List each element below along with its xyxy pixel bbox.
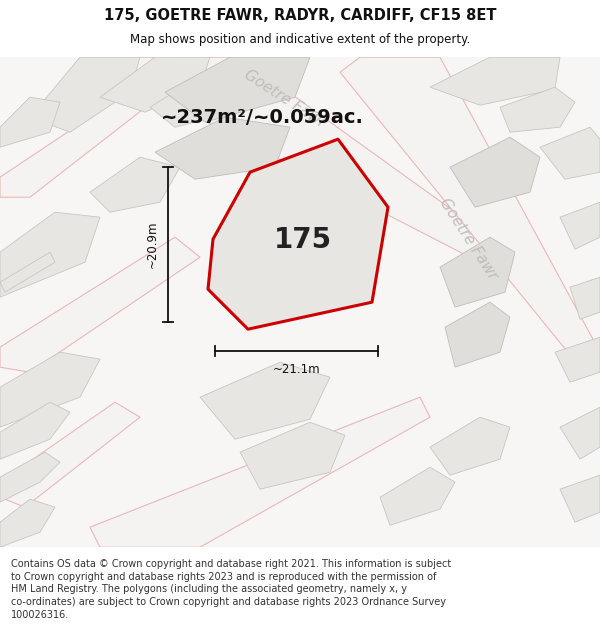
Polygon shape [0,452,60,502]
Polygon shape [0,499,55,548]
Polygon shape [90,157,180,212]
Polygon shape [0,97,60,147]
Polygon shape [0,402,140,507]
Text: 175, GOETRE FAWR, RADYR, CARDIFF, CF15 8ET: 175, GOETRE FAWR, RADYR, CARDIFF, CF15 8… [104,8,496,23]
Text: Contains OS data © Crown copyright and database right 2021. This information is : Contains OS data © Crown copyright and d… [11,559,451,569]
Text: Map shows position and indicative extent of the property.: Map shows position and indicative extent… [130,33,470,46]
Polygon shape [150,82,230,127]
Polygon shape [380,467,455,525]
Polygon shape [155,118,290,179]
Polygon shape [208,139,388,329]
Polygon shape [445,302,510,367]
Polygon shape [240,422,345,489]
Text: ~237m²/~0.059ac.: ~237m²/~0.059ac. [161,107,364,127]
Text: to Crown copyright and database rights 2023 and is reproduced with the permissio: to Crown copyright and database rights 2… [11,571,436,581]
Polygon shape [540,127,600,179]
Polygon shape [0,252,55,292]
Polygon shape [0,57,210,198]
Polygon shape [0,212,100,297]
Polygon shape [0,237,200,372]
Polygon shape [0,402,70,459]
Polygon shape [30,57,140,132]
Polygon shape [440,237,515,307]
Text: 100026316.: 100026316. [11,610,69,620]
Polygon shape [430,57,560,105]
Polygon shape [430,418,510,475]
Polygon shape [0,352,100,428]
Polygon shape [560,475,600,522]
Text: 175: 175 [274,226,332,254]
Polygon shape [100,57,210,112]
Polygon shape [570,278,600,319]
Polygon shape [560,408,600,459]
Text: co-ordinates) are subject to Crown copyright and database rights 2023 Ordnance S: co-ordinates) are subject to Crown copyr… [11,598,446,608]
Polygon shape [165,57,310,122]
Polygon shape [555,338,600,382]
Polygon shape [100,57,490,258]
Text: ~20.9m: ~20.9m [146,221,158,269]
Polygon shape [340,57,600,367]
Polygon shape [200,362,330,439]
Polygon shape [500,87,575,132]
Text: ~21.1m: ~21.1m [272,362,320,376]
Polygon shape [450,137,540,208]
Text: Goetre Fawr: Goetre Fawr [436,196,500,282]
Polygon shape [90,398,430,548]
Polygon shape [560,202,600,249]
Text: Goetre Fawr: Goetre Fawr [241,68,329,131]
Text: HM Land Registry. The polygons (including the associated geometry, namely x, y: HM Land Registry. The polygons (includin… [11,584,407,594]
